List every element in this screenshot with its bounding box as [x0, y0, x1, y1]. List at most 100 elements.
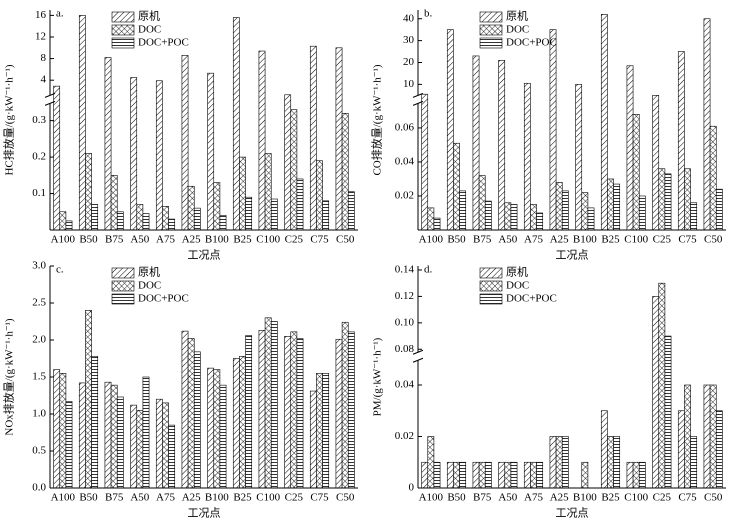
bar: [664, 335, 672, 489]
bar: [626, 65, 634, 231]
legend-label: DOC: [506, 24, 529, 36]
bar: [523, 461, 531, 489]
bar: [136, 204, 144, 231]
bar: [421, 461, 429, 489]
bar: [193, 207, 201, 231]
y-tick-label: 0.06: [395, 121, 415, 133]
bar: [607, 178, 614, 231]
y-tick-label: 0.5: [32, 445, 46, 457]
bar: [85, 310, 92, 489]
bar: [613, 183, 621, 231]
x-axis-title: 工况点: [188, 249, 221, 262]
bar: [498, 461, 506, 489]
bar: [53, 369, 61, 489]
bar: [459, 461, 467, 489]
bar: [187, 338, 195, 489]
legend-label: DOC+POC: [506, 293, 557, 305]
y-tick-label: 2.0: [32, 334, 46, 346]
bar: [116, 211, 124, 231]
y-tick-label: 0.0: [32, 482, 46, 494]
x-tick-label: A75: [156, 234, 175, 246]
x-tick-label: A50: [130, 492, 149, 504]
legend-label: 原机: [506, 9, 528, 23]
bar: [478, 461, 486, 489]
panel-label: c.: [56, 264, 64, 276]
bar: [290, 109, 298, 231]
y-tick-label: 0.02: [395, 190, 414, 202]
bar: [523, 82, 531, 231]
bar: [484, 200, 492, 231]
bar: [664, 173, 672, 231]
y-tick-label: 0: [409, 482, 415, 494]
bar: [187, 185, 195, 231]
bar: [219, 215, 227, 231]
x-tick-label: B50: [79, 492, 98, 504]
bar: [472, 55, 480, 231]
x-tick-label: C25: [285, 234, 304, 246]
legend-label: DOC+POC: [138, 293, 189, 305]
bar: [652, 296, 660, 489]
y-tick-label: 1.0: [32, 408, 46, 420]
y-tick-label: 0.12: [395, 290, 414, 302]
x-tick-label: B25: [233, 234, 252, 246]
bar: [433, 461, 441, 489]
bar: [709, 384, 717, 489]
x-tick-label: C100: [256, 492, 280, 504]
x-tick-label: C75: [310, 492, 329, 504]
bar: [561, 436, 569, 489]
legend-swatch: [479, 11, 503, 23]
bar: [498, 60, 506, 231]
x-tick-label: B25: [601, 234, 620, 246]
x-tick-label: A100: [51, 492, 76, 504]
bar: [264, 153, 272, 231]
legend-label: 原机: [506, 265, 528, 279]
bar: [684, 168, 691, 231]
x-tick-label: B25: [233, 492, 252, 504]
legend-swatch: [111, 37, 135, 49]
bar: [632, 114, 640, 231]
y-tick-label: 4: [41, 74, 47, 86]
bar: [684, 384, 691, 489]
bar: [549, 29, 557, 231]
axis-break: [412, 100, 424, 106]
bar: [421, 93, 429, 231]
x-tick-label: A75: [156, 492, 175, 504]
x-tick-label: A100: [419, 234, 444, 246]
bar: [536, 461, 544, 489]
bar: [652, 95, 660, 231]
bar: [219, 384, 227, 489]
bar: [715, 410, 723, 489]
bar: [104, 57, 112, 231]
bar: [270, 321, 278, 489]
bar: [626, 461, 634, 489]
bar: [104, 381, 112, 489]
bar: [309, 390, 317, 489]
x-tick-label: C50: [704, 492, 723, 504]
bar: [162, 206, 169, 231]
legend-swatch: [111, 11, 135, 23]
x-tick-label: A75: [524, 492, 543, 504]
bar: [555, 436, 563, 489]
bar: [536, 212, 544, 231]
x-tick-label: B100: [573, 492, 597, 504]
legend-swatch: [111, 293, 135, 305]
bar: [284, 94, 292, 231]
y-axis-title: CO排放量/(g·kW⁻¹·h⁻¹): [370, 64, 384, 175]
bar: [162, 402, 169, 489]
y-axis-title: PM/(g·kW⁻¹·h⁻¹): [372, 337, 384, 416]
bar: [155, 398, 163, 489]
bar: [581, 192, 589, 231]
x-tick-label: C100: [624, 234, 648, 246]
y-tick-label: 30: [403, 34, 415, 46]
bar: [690, 202, 698, 231]
bar: [85, 153, 92, 231]
y-tick-label: 40: [403, 12, 415, 24]
bar: [116, 396, 124, 489]
bar: [658, 168, 666, 231]
bar: [59, 372, 67, 489]
bar: [245, 196, 253, 231]
bar: [232, 17, 240, 231]
legend-label: DOC: [138, 24, 161, 36]
bar: [341, 321, 349, 489]
bar: [258, 50, 266, 231]
